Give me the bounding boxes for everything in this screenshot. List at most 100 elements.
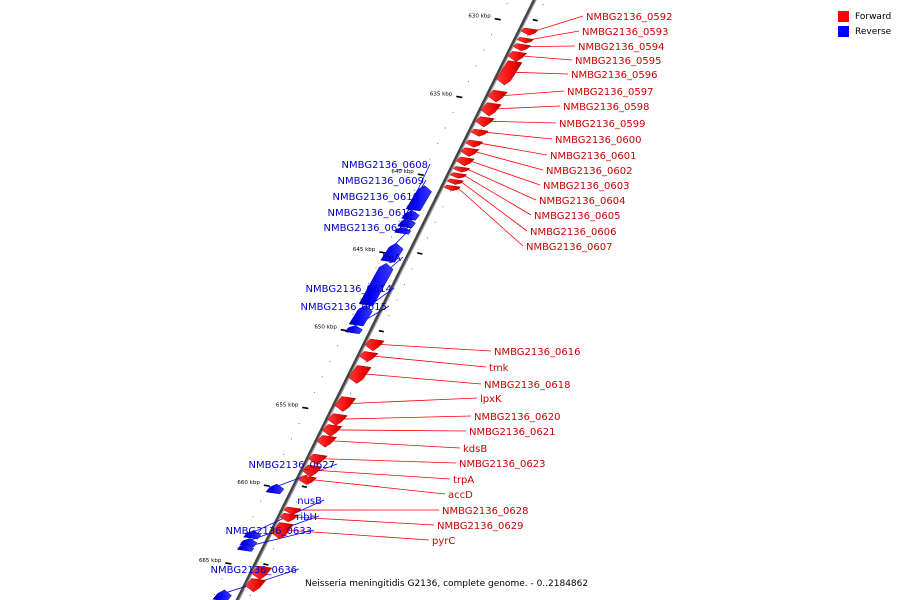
gene-layer — [212, 27, 539, 600]
forward-gene-label[interactable]: lpxK — [480, 394, 502, 405]
forward-leader-line — [534, 15, 584, 32]
reverse-gene[interactable] — [344, 325, 363, 335]
forward-gene-label[interactable]: tmk — [489, 363, 509, 374]
forward-gene[interactable] — [298, 475, 317, 485]
forward-gene-label[interactable]: NMBG2136_0605 — [534, 211, 620, 222]
forward-gene-label[interactable]: NMBG2136_0602 — [546, 166, 632, 177]
forward-gene-label[interactable]: NMBG2136_0592 — [586, 12, 672, 23]
reverse-gene-label[interactable]: NMBG2136_0615 — [301, 302, 387, 313]
minor-tick-right — [480, 128, 482, 130]
reverse-gene-label[interactable]: NMBG2136_0627 — [249, 460, 335, 471]
forward-leader-line — [342, 415, 472, 420]
reverse-gene-label[interactable]: NMBG2136_0608 — [342, 160, 428, 171]
forward-gene-label[interactable]: NMBG2136_0598 — [563, 102, 649, 113]
forward-gene-label[interactable]: pyrC — [432, 536, 455, 547]
forward-gene[interactable] — [507, 51, 528, 62]
minor-tick-right — [411, 268, 413, 270]
forward-gene-label[interactable]: NMBG2136_0628 — [442, 506, 528, 517]
major-tick-right — [532, 18, 538, 22]
forward-gene-label[interactable]: NMBG2136_0595 — [575, 56, 661, 67]
forward-gene-label[interactable]: NMBG2136_0596 — [571, 70, 657, 81]
forward-gene[interactable] — [334, 396, 357, 412]
forward-gene[interactable] — [364, 338, 385, 352]
forward-gene[interactable] — [283, 506, 302, 515]
minor-tick-right — [396, 299, 398, 301]
reverse-gene-label[interactable]: NMBG2136_0612 — [324, 223, 410, 234]
reverse-gene-label[interactable]: ribH — [296, 512, 317, 523]
forward-gene[interactable] — [302, 464, 323, 478]
forward-gene[interactable] — [271, 522, 294, 540]
reverse-gene[interactable] — [358, 263, 394, 307]
reverse-gene[interactable] — [265, 483, 285, 495]
reverse-gene[interactable] — [237, 544, 255, 552]
forward-gene[interactable] — [322, 424, 343, 437]
reverse-gene[interactable] — [394, 227, 412, 235]
forward-gene-label[interactable]: NMBG2136_0604 — [539, 196, 625, 207]
forward-gene[interactable] — [443, 184, 461, 191]
reverse-gene[interactable] — [405, 185, 432, 212]
reverse-gene-label[interactable]: NMBG2136_0636 — [211, 565, 297, 576]
forward-gene[interactable] — [446, 178, 465, 185]
forward-gene-label[interactable]: NMBG2136_0594 — [578, 42, 664, 53]
forward-gene[interactable] — [487, 89, 508, 103]
forward-gene-label[interactable]: NMBG2136_0606 — [530, 227, 616, 238]
reverse-gene-label[interactable]: NMBG2136_0614 — [306, 284, 392, 295]
forward-gene[interactable] — [359, 351, 379, 363]
axis-tick-label: 650 kbp — [314, 325, 337, 331]
forward-gene-label[interactable]: NMBG2136_0599 — [559, 119, 645, 130]
reverse-gene-label[interactable]: NMBG2136_0611 — [328, 208, 414, 219]
forward-gene[interactable] — [452, 166, 471, 173]
forward-gene[interactable] — [512, 43, 531, 52]
forward-gene[interactable] — [245, 578, 267, 593]
reverse-gene-label[interactable]: NMBG2136_0633 — [226, 526, 312, 537]
forward-gene[interactable] — [520, 27, 539, 36]
forward-gene[interactable] — [475, 116, 495, 128]
axis-tick-label: 660 kbp — [237, 480, 260, 486]
forward-gene[interactable] — [496, 60, 523, 86]
reverse-gene[interactable] — [380, 242, 404, 263]
forward-gene-label[interactable]: NMBG2136_0620 — [474, 412, 560, 423]
forward-gene-label[interactable]: accD — [448, 490, 473, 501]
minor-tick-left — [329, 360, 331, 362]
forward-gene[interactable] — [251, 565, 273, 580]
reverse-gene[interactable] — [243, 530, 262, 540]
forward-gene[interactable] — [516, 37, 535, 44]
forward-gene-label[interactable]: NMBG2136_0601 — [550, 151, 636, 162]
minor-tick-left — [260, 500, 262, 502]
forward-gene[interactable] — [308, 453, 328, 465]
forward-gene[interactable] — [480, 102, 502, 117]
forward-gene-label[interactable]: NMBG2136_0623 — [459, 459, 545, 470]
forward-gene[interactable] — [460, 147, 480, 157]
forward-gene-label[interactable]: NMBG2136_0616 — [494, 347, 580, 358]
forward-gene-label[interactable]: NMBG2136_0607 — [526, 242, 612, 253]
forward-gene-label[interactable]: NMBG2136_0593 — [582, 27, 668, 38]
forward-gene[interactable] — [465, 139, 484, 148]
forward-gene-label[interactable]: NMBG2136_0618 — [484, 380, 570, 391]
forward-gene[interactable] — [316, 435, 337, 448]
forward-gene-label[interactable]: NMBG2136_0597 — [567, 87, 653, 98]
forward-gene-label[interactable]: NMBG2136_0621 — [469, 427, 555, 438]
forward-leader-line — [530, 30, 580, 41]
forward-gene-label[interactable]: NMBG2136_0600 — [555, 135, 641, 146]
forward-gene-label[interactable]: trpA — [453, 475, 474, 486]
forward-gene[interactable] — [327, 413, 348, 426]
reverse-gene-label[interactable]: ligA — [382, 253, 401, 264]
forward-leader-line — [514, 71, 569, 75]
forward-gene-label[interactable]: kdsB — [463, 444, 487, 455]
reverse-gene[interactable] — [397, 217, 416, 229]
reverse-gene[interactable] — [212, 589, 232, 600]
forward-gene[interactable] — [348, 365, 372, 384]
forward-gene-label[interactable]: NMBG2136_0603 — [543, 181, 629, 192]
major-tick-right — [301, 485, 308, 488]
minor-tick-right — [403, 284, 405, 286]
minor-tick-right — [442, 206, 444, 208]
forward-gene[interactable] — [456, 156, 475, 167]
forward-gene[interactable] — [279, 512, 299, 523]
forward-gene-label[interactable]: NMBG2136_0629 — [437, 521, 523, 532]
reverse-gene-label[interactable]: nusB — [297, 496, 322, 507]
reverse-gene-label[interactable]: NMBG2136_0610 — [333, 192, 419, 203]
forward-gene[interactable] — [449, 172, 468, 179]
reverse-gene-label[interactable]: NMBG2136_0609 — [338, 176, 424, 187]
reverse-gene[interactable] — [348, 305, 373, 327]
forward-gene[interactable] — [470, 128, 489, 137]
